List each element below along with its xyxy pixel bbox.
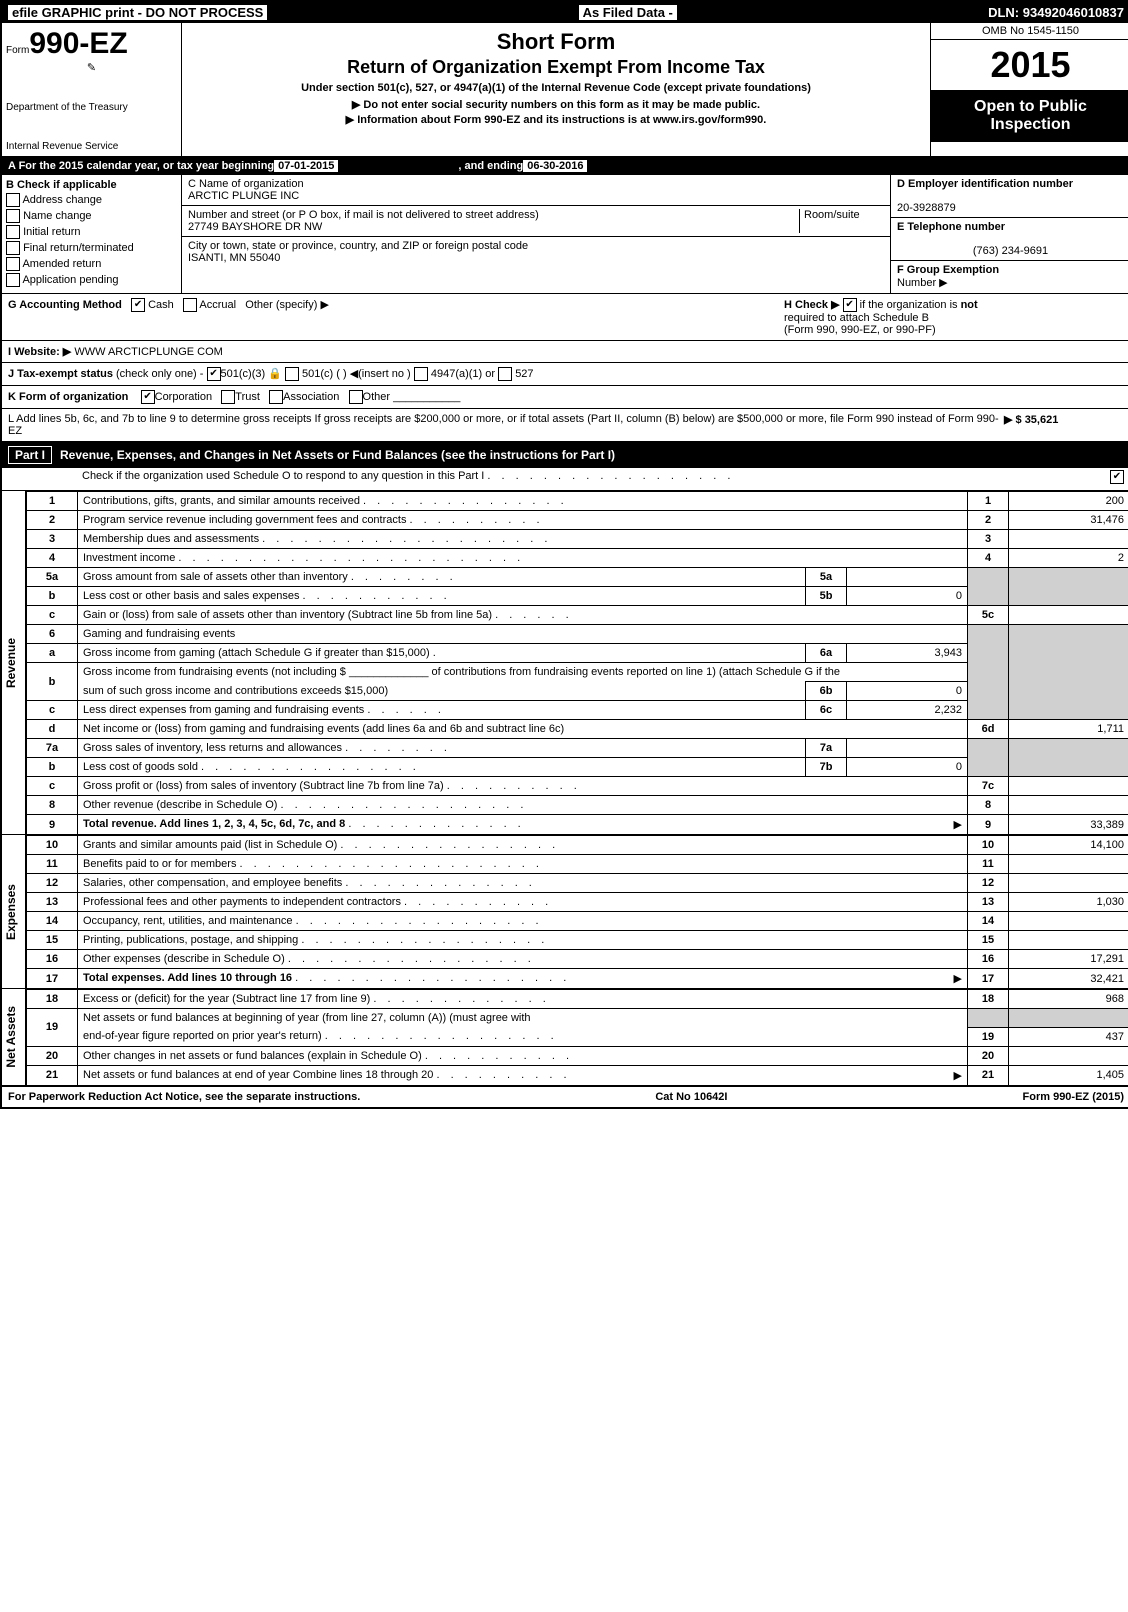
chk-527[interactable] bbox=[498, 367, 512, 381]
omb-number: OMB No 1545-1150 bbox=[931, 23, 1128, 40]
room-suite-label: Room/suite bbox=[800, 209, 884, 233]
line-j: J Tax-exempt status (check only one) - ✔… bbox=[2, 363, 1128, 386]
form-number: 990-EZ bbox=[29, 27, 127, 60]
chk-schedule-o-used[interactable]: ✔ bbox=[1110, 470, 1124, 484]
revenue-side-label: Revenue bbox=[4, 638, 24, 688]
tax-year-begin: 07-01-2015 bbox=[274, 160, 338, 172]
chk-sched-b-not-required[interactable]: ✔ bbox=[843, 298, 857, 312]
expenses-side-label: Expenses bbox=[4, 884, 24, 940]
chk-501c[interactable] bbox=[285, 367, 299, 381]
net-assets-table: 18Excess or (deficit) for the year (Subt… bbox=[26, 989, 1128, 1086]
section-bcd: B Check if applicable Address change Nam… bbox=[2, 175, 1128, 294]
dln-label: DLN: 93492046010837 bbox=[988, 5, 1124, 20]
chk-4947[interactable] bbox=[414, 367, 428, 381]
chk-initial-return[interactable] bbox=[6, 225, 20, 239]
ein-label: D Employer identification number bbox=[897, 178, 1073, 190]
phone-value: (763) 234-9691 bbox=[897, 245, 1124, 257]
paperwork-notice: For Paperwork Reduction Act Notice, see … bbox=[8, 1091, 360, 1103]
org-name: ARCTIC PLUNGE INC bbox=[188, 190, 299, 202]
website-value: WWW ARCTICPLUNGE COM bbox=[74, 346, 223, 358]
expenses-table: 10Grants and similar amounts paid (list … bbox=[26, 835, 1128, 989]
chk-association[interactable] bbox=[269, 390, 283, 404]
part-i-header: Part I Revenue, Expenses, and Changes in… bbox=[2, 442, 1128, 468]
col-b-header: B Check if applicable bbox=[6, 179, 117, 191]
chk-cash[interactable]: ✔ bbox=[131, 298, 145, 312]
chk-final-return[interactable] bbox=[6, 241, 20, 255]
part-i-check: Check if the organization used Schedule … bbox=[2, 468, 1128, 491]
form-subtitle: Under section 501(c), 527, or 4947(a)(1)… bbox=[192, 82, 920, 94]
org-name-label: C Name of organization bbox=[188, 178, 304, 190]
chk-501c3[interactable]: ✔ bbox=[207, 367, 221, 381]
group-exemption-number: Number ▶ bbox=[897, 277, 948, 289]
line-i: I Website: ▶ WWW ARCTICPLUNGE COM bbox=[2, 341, 1128, 363]
chk-name-change[interactable] bbox=[6, 209, 20, 223]
form-title: Return of Organization Exempt From Incom… bbox=[192, 57, 920, 78]
irs-link[interactable]: www.irs.gov/form990 bbox=[653, 114, 763, 126]
asfiled-label: As Filed Data - bbox=[579, 5, 677, 20]
street-value: 27749 BAYSHORE DR NW bbox=[188, 221, 322, 233]
efile-label: efile GRAPHIC print - DO NOT PROCESS bbox=[8, 5, 267, 20]
short-form-label: Short Form bbox=[192, 29, 920, 55]
line-g: G Accounting Method ✔ Cash Accrual Other… bbox=[2, 294, 1128, 341]
city-value: ISANTI, MN 55040 bbox=[188, 252, 280, 264]
line-k: K Form of organization ✔Corporation Trus… bbox=[2, 386, 1128, 409]
ein-value: 20-3928879 bbox=[897, 202, 956, 214]
form-header: Form990-EZ ✎ Department of the Treasury … bbox=[2, 23, 1128, 157]
warning-line: ▶ Do not enter social security numbers o… bbox=[192, 98, 920, 111]
chk-other-org[interactable] bbox=[349, 390, 363, 404]
info-line: ▶ Information about Form 990-EZ and its … bbox=[192, 113, 920, 126]
street-label: Number and street (or P O box, if mail i… bbox=[188, 209, 539, 221]
group-exemption-label: F Group Exemption bbox=[897, 264, 999, 276]
open-to-public: Open to Public Inspection bbox=[931, 90, 1128, 142]
revenue-table: 1Contributions, gifts, grants, and simil… bbox=[26, 491, 1128, 835]
page-footer: For Paperwork Reduction Act Notice, see … bbox=[2, 1086, 1128, 1107]
cat-no: Cat No 10642I bbox=[655, 1091, 727, 1103]
form-prefix: Form bbox=[6, 45, 29, 56]
gross-receipts: ▶ $ 35,621 bbox=[1004, 413, 1124, 437]
dept-irs: Internal Revenue Service bbox=[6, 141, 177, 152]
dept-treasury: Department of the Treasury bbox=[6, 102, 177, 113]
tax-year-end: 06-30-2016 bbox=[523, 160, 587, 172]
chk-amended-return[interactable] bbox=[6, 257, 20, 271]
chk-application-pending[interactable] bbox=[6, 273, 20, 287]
top-bar: efile GRAPHIC print - DO NOT PROCESS As … bbox=[2, 2, 1128, 23]
form-ref: Form 990-EZ (2015) bbox=[1023, 1091, 1124, 1103]
phone-label: E Telephone number bbox=[897, 221, 1005, 233]
net-assets-side-label: Net Assets bbox=[4, 1006, 24, 1068]
line-l: L Add lines 5b, 6c, and 7b to line 9 to … bbox=[2, 409, 1128, 442]
city-label: City or town, state or province, country… bbox=[188, 240, 528, 252]
tax-year: 2015 bbox=[931, 40, 1128, 90]
chk-trust[interactable] bbox=[221, 390, 235, 404]
chk-address-change[interactable] bbox=[6, 193, 20, 207]
chk-accrual[interactable] bbox=[183, 298, 197, 312]
chk-corporation[interactable]: ✔ bbox=[141, 390, 155, 404]
line-a: A For the 2015 calendar year, or tax yea… bbox=[2, 157, 1128, 175]
